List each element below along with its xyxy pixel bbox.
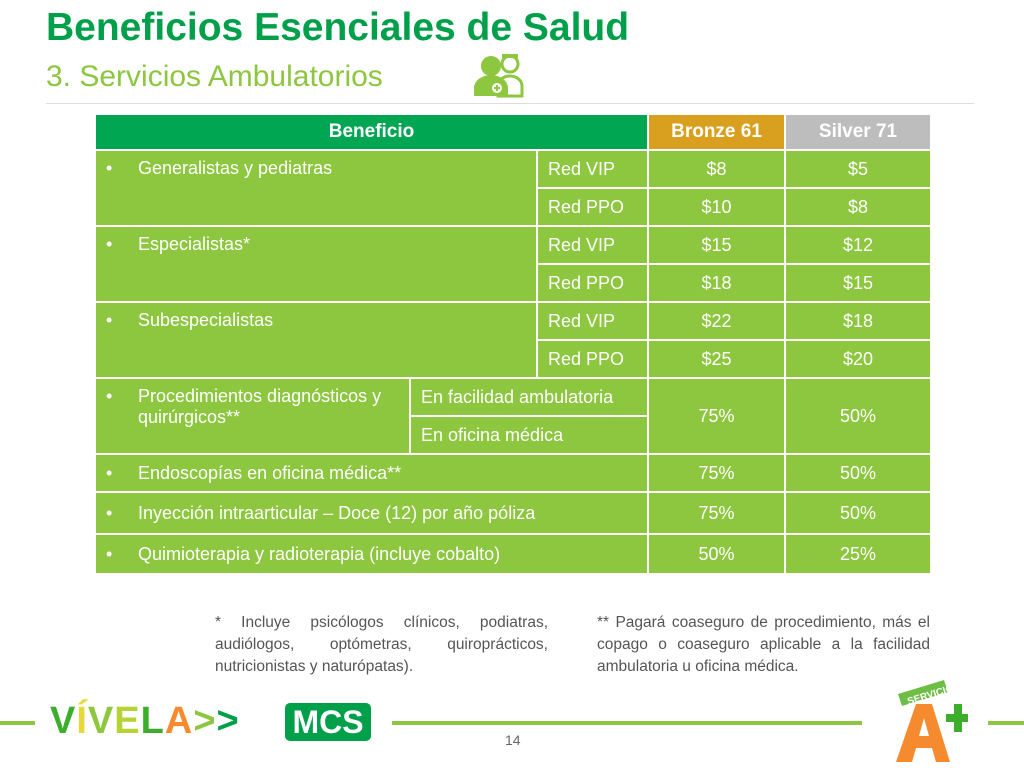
silver-cell: $18 <box>784 301 933 341</box>
footer-line <box>988 721 1024 725</box>
silver-cell: 50% <box>784 377 933 455</box>
benefit-cell: Generalistas y pediatras <box>94 149 538 227</box>
bronze-cell: $25 <box>647 339 787 379</box>
bronze-cell: $8 <box>647 149 787 189</box>
doctor-nurse-icon <box>474 54 524 98</box>
divider <box>46 103 974 104</box>
network-cell: Red VIP <box>535 149 650 189</box>
footer-line <box>0 721 35 725</box>
silver-cell: 25% <box>784 533 933 575</box>
network-cell: Red PPO <box>535 187 650 227</box>
bronze-cell: $18 <box>647 263 787 303</box>
network-cell: Red PPO <box>535 339 650 379</box>
header-bronze: Bronze 61 <box>647 113 787 151</box>
servicio-a-plus-logo: SERVICIO <box>896 680 968 762</box>
benefit-text: Procedimientos diagnósticos y quirúrgico… <box>138 386 382 427</box>
silver-cell: $15 <box>784 263 933 303</box>
footnote-1: * Incluye psicólogos clínicos, podiatras… <box>215 614 548 675</box>
page-title: Beneficios Esenciales de Salud <box>46 6 630 49</box>
bronze-cell: $22 <box>647 301 787 341</box>
network-cell: Red VIP <box>535 225 650 265</box>
setting-cell: En facilidad ambulatoria <box>408 377 650 417</box>
benefit-cell: Quimioterapia y radioterapia (incluye co… <box>93 533 650 575</box>
silver-cell: $5 <box>784 149 933 189</box>
benefit-cell: Inyección intraarticular – Doce (12) por… <box>93 491 650 535</box>
silver-cell: 50% <box>784 453 933 493</box>
network-cell: Red PPO <box>535 263 650 303</box>
benefit-cell: • Procedimientos diagnósticos y quirúrgic… <box>94 377 411 455</box>
bronze-cell: $10 <box>647 187 787 227</box>
silver-cell: $8 <box>784 187 933 227</box>
footer-line <box>392 721 862 725</box>
bronze-cell: 75% <box>647 377 787 455</box>
page-subtitle: 3. Servicios Ambulatorios <box>46 60 383 93</box>
header-silver: Silver 71 <box>784 113 933 151</box>
silver-cell: $20 <box>784 339 933 379</box>
bronze-cell: $15 <box>647 225 787 265</box>
bronze-cell: 75% <box>647 453 787 493</box>
silver-cell: $12 <box>784 225 933 265</box>
benefit-cell: Subespecialistas <box>94 301 538 379</box>
benefit-cell: Endoscopías en oficina médica** <box>93 453 650 493</box>
bronze-cell: 75% <box>647 491 787 535</box>
page-number: 14 <box>505 732 521 748</box>
network-cell: Red VIP <box>535 301 650 341</box>
bronze-cell: 50% <box>647 533 787 575</box>
benefits-table: Beneficio Bronze 61 Silver 71 Generalist… <box>93 113 933 575</box>
silver-cell: 50% <box>784 491 933 535</box>
mcs-logo: MCS <box>285 703 371 741</box>
footnote-2: ** Pagará coaseguro de procedimiento, má… <box>597 614 930 675</box>
benefit-cell: Especialistas* <box>94 225 538 303</box>
header-benefit: Beneficio <box>93 113 650 151</box>
vivela-logo: VÍVELA>> <box>50 700 240 742</box>
setting-cell: En oficina médica <box>408 415 650 455</box>
